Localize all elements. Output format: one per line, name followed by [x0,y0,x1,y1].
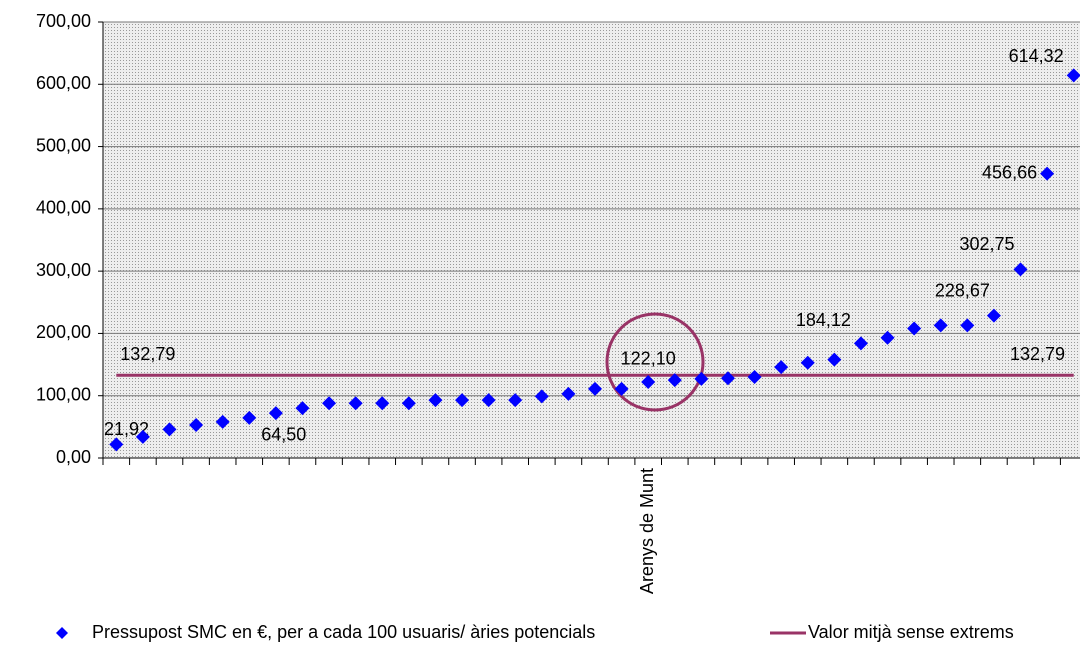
data-point [667,373,682,388]
data-point [534,389,549,404]
data-point [694,371,709,386]
data-label: 228,67 [935,280,990,300]
y-tick-label: 300,00 [36,260,91,280]
data-point [561,386,576,401]
data-point [508,393,523,408]
data-point [242,410,257,425]
data-point [986,308,1001,323]
data-point [162,422,177,437]
mean-label: 132,79 [120,344,175,364]
data-point [614,381,629,396]
data-point [109,437,124,452]
data-point [907,321,922,336]
data-point [933,318,948,333]
data-label: 302,75 [959,234,1014,254]
y-tick-label: 700,00 [36,11,91,31]
data-point [1040,166,1055,181]
data-label: 456,66 [982,162,1037,182]
data-point [720,371,735,386]
data-point [295,401,310,416]
mean-label: 132,79 [1010,344,1065,364]
y-tick-label: 400,00 [36,198,91,218]
legend-label: Pressupost SMC en €, per a cada 100 usua… [92,622,595,642]
y-tick-label: 200,00 [36,322,91,342]
highlight-circle [605,312,705,412]
data-point [455,393,470,408]
data-point [375,396,390,411]
data-point [481,393,496,408]
data-point [800,355,815,370]
y-tick-label: 500,00 [36,135,91,155]
data-point [880,330,895,345]
data-point [747,370,762,385]
data-label: 614,32 [1009,46,1064,66]
data-point [189,417,204,432]
data-point [401,396,416,411]
y-tick-label: 0,00 [56,447,91,467]
data-point [322,396,337,411]
data-point [827,352,842,367]
data-point [641,374,656,389]
legend-label: Valor mitjà sense extrems [808,622,1014,642]
data-point [135,429,150,444]
data-point [348,396,363,411]
legend-marker [56,627,68,639]
y-tick-label: 100,00 [36,384,91,404]
data-label: 184,12 [796,310,851,330]
data-point [1066,68,1080,83]
data-point [853,336,868,351]
data-point [428,393,443,408]
x-tick-label: Arenys de Munt [637,468,657,594]
data-label: 122,10 [621,349,676,369]
data-point [588,381,602,396]
data-point [1013,262,1028,277]
data-label: 64,50 [261,425,306,445]
y-tick-label: 600,00 [36,73,91,93]
plot-area [103,22,1080,458]
data-point [960,318,975,333]
data-point [268,406,283,421]
data-point [774,360,789,375]
data-label: 21,92 [104,419,149,439]
data-point [215,414,230,429]
